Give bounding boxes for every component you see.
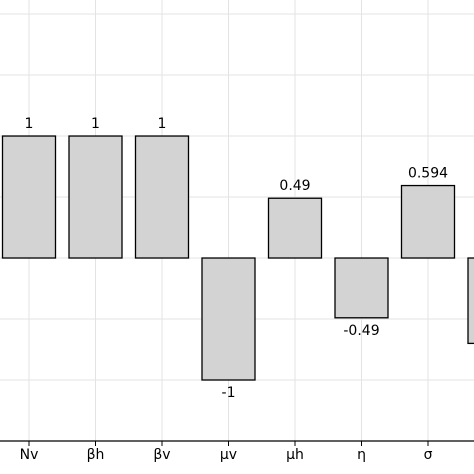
- bar: [68, 135, 123, 259]
- value-label: 1: [158, 116, 167, 132]
- bar: [201, 257, 256, 381]
- bar: [334, 257, 389, 319]
- value-label: -0.49: [343, 323, 379, 339]
- value-label: 1: [91, 116, 100, 132]
- bar: [467, 257, 474, 345]
- bar: [267, 197, 323, 259]
- x-tick-label: βv: [153, 447, 170, 463]
- value-label: 1: [25, 116, 34, 132]
- x-tick-label: βh: [87, 447, 105, 463]
- value-label: 0.49: [279, 178, 310, 194]
- value-label: 0.594: [408, 166, 448, 182]
- bar: [400, 184, 456, 259]
- x-tick-label: η: [357, 447, 366, 463]
- x-tick-label: μh: [286, 447, 304, 463]
- x-tick-label: μv: [220, 447, 237, 463]
- bar: [1, 135, 57, 259]
- value-label: -1: [222, 385, 236, 401]
- bar: [134, 135, 190, 259]
- x-tick-label: Nv: [20, 447, 39, 463]
- x-tick-label: σ: [424, 447, 433, 463]
